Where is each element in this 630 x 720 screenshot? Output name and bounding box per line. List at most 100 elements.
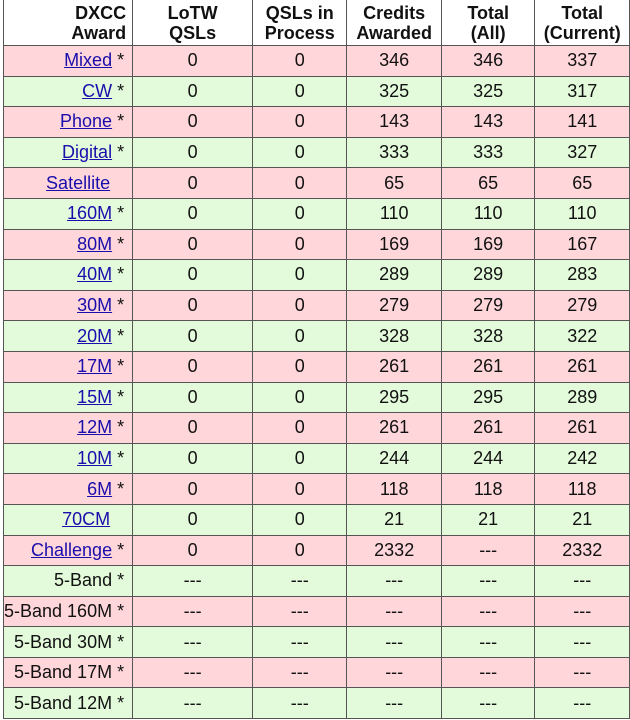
cell-process: --- (252, 656, 348, 689)
cell-current: 289 (534, 381, 630, 414)
header-total-current: Total (Current) (534, 0, 630, 46)
award-label: 5-Band (54, 570, 113, 591)
asterisk-note: * (117, 478, 125, 499)
table-row: Mixed * 0 0 346 346 337 (2, 45, 630, 77)
table-row: 6M * 0 0 118 118 118 (2, 473, 630, 505)
asterisk-note: * (117, 325, 125, 346)
award-link[interactable]: 6M (87, 478, 113, 499)
award-link[interactable]: 70CM (62, 509, 111, 530)
table-row: 5-Band * --- --- --- --- --- (2, 565, 630, 597)
award-cell: 5-Band 30M * (2, 626, 134, 658)
cell-lotw: 0 (132, 350, 254, 383)
cell-current: 118 (534, 473, 630, 505)
table-row: 160M * 0 0 110 110 110 (2, 197, 630, 230)
cell-credits: --- (346, 687, 442, 720)
award-link[interactable]: 30M (77, 295, 113, 316)
table-row: 30M * 0 0 279 279 279 (2, 289, 630, 322)
cell-current: 261 (534, 350, 630, 383)
cell-lotw: 0 (132, 136, 254, 169)
table-row: 10M * 0 0 244 244 242 (2, 442, 630, 475)
table-row: 80M * 0 0 169 169 167 (2, 228, 630, 261)
award-label: 5-Band 30M (14, 631, 113, 652)
header-total-all: Total (All) (440, 0, 536, 46)
header-credits-awarded: Credits Awarded (346, 0, 442, 46)
award-link[interactable]: Challenge (31, 539, 113, 560)
award-link[interactable]: 80M (77, 233, 113, 254)
cell-credits: 118 (346, 473, 442, 505)
cell-lotw: 0 (132, 228, 254, 261)
award-cell: 5-Band 17M * (2, 656, 134, 689)
cell-current: 261 (534, 412, 630, 444)
cell-lotw: 0 (132, 106, 254, 138)
cell-process: 0 (252, 106, 348, 138)
cell-lotw: 0 (132, 167, 254, 199)
award-link[interactable]: 17M (77, 356, 113, 377)
cell-process: 0 (252, 136, 348, 169)
cell-current: 327 (534, 136, 630, 169)
cell-credits: 289 (346, 259, 442, 291)
award-link[interactable]: 160M (67, 203, 113, 224)
asterisk-note: * (117, 142, 125, 163)
award-cell: 12M * (2, 412, 134, 444)
cell-all: 346 (440, 45, 536, 77)
header-dxcc-award: DXCC Award (2, 0, 134, 46)
award-cell: 17M * (2, 350, 134, 383)
cell-all: 289 (440, 259, 536, 291)
cell-current: --- (534, 687, 630, 720)
award-link[interactable]: 40M (77, 264, 113, 285)
cell-process: 0 (252, 534, 348, 567)
cell-process: 0 (252, 473, 348, 505)
cell-lotw: 0 (132, 503, 254, 536)
cell-credits: --- (346, 565, 442, 597)
header-lotw-qsls: LoTW QSLs (132, 0, 254, 46)
award-cell: 20M * (2, 320, 134, 352)
award-cell: Digital * (2, 136, 134, 169)
asterisk-note: * (117, 448, 125, 469)
award-link[interactable]: Mixed (64, 50, 113, 71)
award-link[interactable]: 10M (77, 448, 113, 469)
cell-current: 2332 (534, 534, 630, 567)
table-row: 5-Band 17M * --- --- --- --- --- (2, 656, 630, 689)
asterisk-note: * (117, 662, 125, 683)
award-link[interactable]: Satellite (46, 172, 111, 193)
cell-lotw: 0 (132, 381, 254, 414)
cell-credits: 328 (346, 320, 442, 352)
award-link[interactable]: 15M (77, 386, 113, 407)
cell-lotw: --- (132, 595, 254, 628)
table-row: CW * 0 0 325 325 317 (2, 75, 630, 108)
cell-current: --- (534, 565, 630, 597)
cell-current: 322 (534, 320, 630, 352)
award-link[interactable]: Phone (60, 111, 113, 132)
cell-process: --- (252, 687, 348, 720)
cell-current: --- (534, 595, 630, 628)
cell-credits: 261 (346, 412, 442, 444)
cell-process: 0 (252, 381, 348, 414)
cell-credits: 346 (346, 45, 442, 77)
cell-current: 283 (534, 259, 630, 291)
cell-credits: 325 (346, 75, 442, 108)
asterisk-note: * (117, 570, 125, 591)
asterisk-note: * (117, 50, 125, 71)
cell-current: 317 (534, 75, 630, 108)
award-link[interactable]: Digital (62, 142, 113, 163)
cell-lotw: 0 (132, 45, 254, 77)
award-link[interactable]: CW (82, 80, 113, 101)
cell-credits: --- (346, 626, 442, 658)
cell-credits: 2332 (346, 534, 442, 567)
award-link[interactable]: 20M (77, 325, 113, 346)
cell-process: 0 (252, 259, 348, 291)
award-link[interactable]: 12M (77, 417, 113, 438)
cell-lotw: 0 (132, 412, 254, 444)
cell-credits: 279 (346, 289, 442, 322)
cell-lotw: --- (132, 565, 254, 597)
award-label: 5-Band 160M (4, 600, 113, 621)
cell-credits: 169 (346, 228, 442, 261)
cell-current: --- (534, 656, 630, 689)
cell-all: --- (440, 656, 536, 689)
award-cell: Mixed * (2, 45, 134, 77)
table-row: 5-Band 12M * --- --- --- --- --- (2, 687, 630, 720)
cell-lotw: 0 (132, 259, 254, 291)
table-row: 5-Band 160M * --- --- --- --- --- (2, 595, 630, 628)
cell-credits: 244 (346, 442, 442, 475)
